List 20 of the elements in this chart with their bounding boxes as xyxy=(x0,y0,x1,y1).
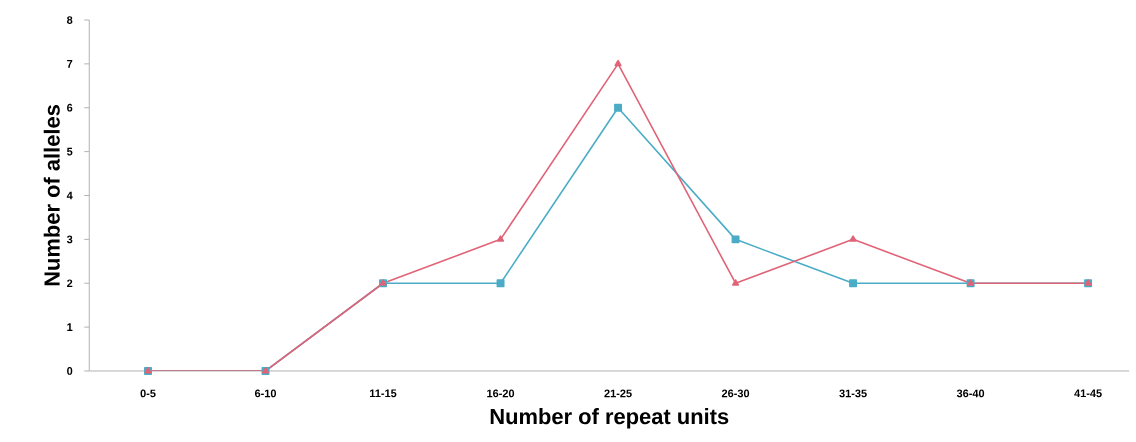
x-axis-title: Number of repeat units xyxy=(490,408,729,429)
y-axis-title: Number of alleles xyxy=(43,105,60,286)
y-tick-label: 4 xyxy=(66,191,73,200)
y-tick-label: 6 xyxy=(67,103,73,112)
y-tick-label: 7 xyxy=(67,60,73,68)
x-tick-label: 41-45 xyxy=(1074,389,1102,398)
x-tick-label: 0-5 xyxy=(140,389,156,398)
y-tick-label: 3 xyxy=(66,235,73,244)
y-tick-label: 8 xyxy=(66,16,73,24)
y-tick-label: 0 xyxy=(67,367,73,375)
x-tick-label: 31-35 xyxy=(839,389,867,398)
x-tick-label: 11-15 xyxy=(370,389,397,398)
x-tick-label: 16-20 xyxy=(487,389,515,398)
x-tick-label: 26-30 xyxy=(721,389,750,398)
y-tick-label: 5 xyxy=(66,147,73,156)
x-tick-label: 21-25 xyxy=(604,389,632,398)
y-tick-label: 2 xyxy=(67,279,73,288)
x-tick-label: 6-10 xyxy=(254,389,277,398)
y-tick-label: 1 xyxy=(67,323,73,331)
x-tick-label: 36-40 xyxy=(956,389,985,398)
